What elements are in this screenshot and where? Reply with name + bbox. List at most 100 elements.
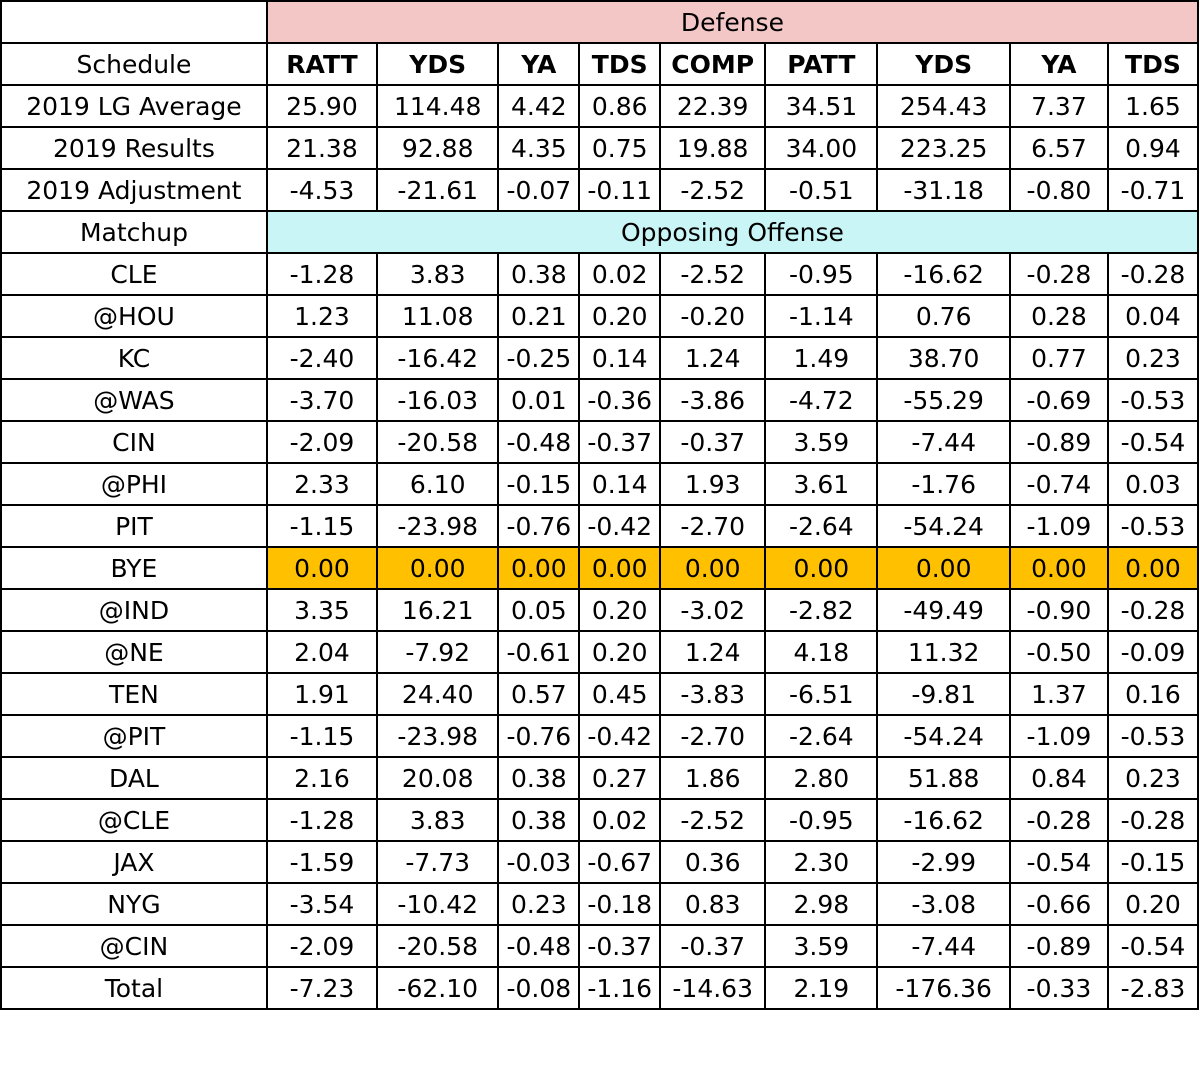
opposing-offense-banner: Opposing Offense [265, 210, 1200, 254]
value-cell: 3.59 [764, 420, 879, 464]
value-cell: 223.25 [876, 126, 1011, 170]
value-cell: -0.36 [578, 378, 662, 422]
value-cell: 1.93 [659, 462, 767, 506]
matchup-row: @PIT -1.15 -23.98 -0.76 -0.42 -2.70 -2.64 -54.2… [0, 714, 1200, 758]
value-cell: 0.84 [1008, 756, 1109, 800]
value-cell: -0.42 [578, 714, 662, 758]
value-cell: -0.54 [1106, 420, 1200, 464]
value-cell: 0.05 [497, 588, 581, 632]
value-cell: 0.38 [497, 798, 581, 842]
value-cell: 0.76 [876, 294, 1011, 338]
value-cell: 34.51 [764, 84, 879, 128]
row-label: @CIN [0, 924, 268, 968]
value-cell: -49.49 [876, 588, 1011, 632]
value-cell: -0.37 [578, 924, 662, 968]
value-cell: 0.00 [497, 546, 581, 590]
value-cell: -0.09 [1106, 630, 1200, 674]
value-cell: -0.66 [1008, 882, 1109, 926]
value-cell: 4.42 [497, 84, 581, 128]
value-cell: 0.77 [1008, 336, 1109, 380]
column-header-ratt: RATT [265, 42, 379, 86]
value-cell: -0.07 [497, 168, 581, 212]
value-cell: -0.61 [497, 630, 581, 674]
value-cell: 0.00 [1008, 546, 1109, 590]
matchup-row: DAL 2.16 20.08 0.38 0.27 1.86 2.80 51.88 0.84 0.2… [0, 756, 1200, 800]
value-cell: -0.76 [497, 714, 581, 758]
matchup-row: @WAS -3.70 -16.03 0.01 -0.36 -3.86 -4.72 -55.29… [0, 378, 1200, 422]
value-cell: -0.95 [764, 252, 879, 296]
matchup-row: BYE 0.00 0.00 0.00 0.00 0.00 0.00 0.00 0.00 0.00 [0, 546, 1200, 590]
value-cell: -3.02 [659, 588, 767, 632]
matchup-row: @PHI 2.33 6.10 -0.15 0.14 1.93 3.61 -1.76 -0.74 0… [0, 462, 1200, 506]
value-cell: -0.37 [578, 420, 662, 464]
value-cell: -2.83 [1106, 966, 1200, 1010]
matchup-row: TEN 1.91 24.40 0.57 0.45 -3.83 -6.51 -9.81 1.37 0… [0, 672, 1200, 716]
value-cell: -0.53 [1106, 714, 1200, 758]
value-cell: -2.64 [764, 714, 879, 758]
column-header-comp: COMP [659, 42, 767, 86]
value-cell: -23.98 [376, 504, 500, 548]
value-cell: -2.52 [659, 252, 767, 296]
defense-adjustment-table: Defense Schedule RATT YDS YA TDS COMP PA… [0, 0, 1200, 1010]
value-cell: -0.33 [1008, 966, 1109, 1010]
value-cell: 114.48 [376, 84, 500, 128]
matchup-row: KC -2.40 -16.42 -0.25 0.14 1.24 1.49 38.70 0.77 0… [0, 336, 1200, 380]
column-header-patt: PATT [764, 42, 879, 86]
value-cell: 2.33 [265, 462, 379, 506]
value-cell: -0.54 [1106, 924, 1200, 968]
value-cell: 1.23 [265, 294, 379, 338]
matchup-row: @IND 3.35 16.21 0.05 0.20 -3.02 -2.82 -49.49 -0.… [0, 588, 1200, 632]
value-cell: 6.57 [1008, 126, 1109, 170]
value-cell: -54.24 [876, 504, 1011, 548]
value-cell: 0.14 [578, 336, 662, 380]
value-cell: 0.94 [1106, 126, 1200, 170]
value-cell: 0.38 [497, 756, 581, 800]
value-cell: -0.28 [1008, 798, 1109, 842]
value-cell: -0.71 [1106, 168, 1200, 212]
row-label: @WAS [0, 378, 268, 422]
value-cell: 0.00 [764, 546, 879, 590]
value-cell: -7.73 [376, 840, 500, 884]
value-cell: -1.28 [265, 798, 379, 842]
total-row: Total -7.23 -62.10 -0.08 -1.16 -14.63 2.19 -176… [0, 966, 1200, 1010]
value-cell: -0.53 [1106, 504, 1200, 548]
value-cell: -0.08 [497, 966, 581, 1010]
value-cell: 4.35 [497, 126, 581, 170]
value-cell: 0.02 [578, 798, 662, 842]
matchup-row: JAX -1.59 -7.73 -0.03 -0.67 0.36 2.30 -2.99 -0.5… [0, 840, 1200, 884]
value-cell: -62.10 [376, 966, 500, 1010]
value-cell: 24.40 [376, 672, 500, 716]
value-cell: -55.29 [876, 378, 1011, 422]
row-label: NYG [0, 882, 268, 926]
value-cell: -1.09 [1008, 714, 1109, 758]
value-cell: -7.44 [876, 420, 1011, 464]
value-cell: 51.88 [876, 756, 1011, 800]
value-cell: -31.18 [876, 168, 1011, 212]
value-cell: 3.59 [764, 924, 879, 968]
value-cell: -0.28 [1008, 252, 1109, 296]
value-cell: -10.42 [376, 882, 500, 926]
value-cell: 0.00 [876, 546, 1011, 590]
value-cell: 0.21 [497, 294, 581, 338]
value-cell: -0.69 [1008, 378, 1109, 422]
matchup-row: @NE 2.04 -7.92 -0.61 0.20 1.24 4.18 11.32 -0.50-… [0, 630, 1200, 674]
value-cell: 0.04 [1106, 294, 1200, 338]
summary-row: 2019 Adjustment -4.53 -21.61 -0.07 -0.11 -2.5… [0, 168, 1200, 212]
row-label: @HOU [0, 294, 268, 338]
value-cell: 0.23 [1106, 756, 1200, 800]
value-cell: -9.81 [876, 672, 1011, 716]
value-cell: -4.72 [764, 378, 879, 422]
value-cell: 7.37 [1008, 84, 1109, 128]
value-cell: -0.53 [1106, 378, 1200, 422]
opposing-offense-banner-row: Matchup Opposing Offense [0, 210, 1200, 254]
value-cell: -1.15 [265, 504, 379, 548]
value-cell: 0.00 [578, 546, 662, 590]
value-cell: 2.80 [764, 756, 879, 800]
value-cell: -0.89 [1008, 924, 1109, 968]
value-cell: -0.95 [764, 798, 879, 842]
value-cell: 16.21 [376, 588, 500, 632]
value-cell: 21.38 [265, 126, 379, 170]
matchup-row: @CLE -1.28 3.83 0.38 0.02 -2.52 -0.95 -16.62 -0.… [0, 798, 1200, 842]
value-cell: -2.64 [764, 504, 879, 548]
value-cell: -20.58 [376, 924, 500, 968]
